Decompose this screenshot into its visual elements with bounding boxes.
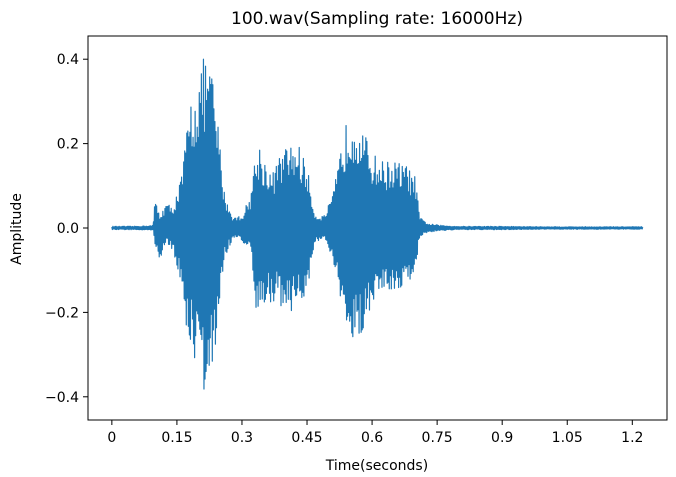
x-tick-label: 1.2 [621, 430, 643, 446]
x-tick-label: 1.05 [552, 430, 583, 446]
y-tick-label: −0.4 [45, 390, 79, 406]
y-tick-label: −0.2 [45, 305, 79, 321]
x-tick-label: 0.75 [422, 430, 453, 446]
y-tick-label: 0.0 [57, 221, 79, 237]
x-tick-label: 0.15 [161, 430, 192, 446]
y-tick-label: 0.2 [57, 137, 79, 153]
x-tick-label: 0.6 [361, 430, 383, 446]
x-tick-label: 0.45 [291, 430, 322, 446]
y-tick-label: 0.4 [57, 52, 79, 68]
x-tick-label: 0.3 [231, 430, 253, 446]
chart-title: 100.wav(Sampling rate: 16000Hz) [231, 9, 523, 29]
axis-ticks: 0 0.15 0.3 0.45 0.6 0.75 0.9 1.05 1.2 0.4 0.2 0.0 −0… [45, 52, 643, 446]
waveform-line-0 [111, 58, 644, 390]
x-tick-label: 0 [107, 430, 116, 446]
plot-frame [87, 35, 668, 421]
x-axis-label: Time(seconds) [325, 458, 428, 474]
x-tick-label: 0.9 [491, 430, 513, 446]
y-axis-label: Amplitude [9, 193, 25, 265]
waveform-series [111, 58, 644, 390]
